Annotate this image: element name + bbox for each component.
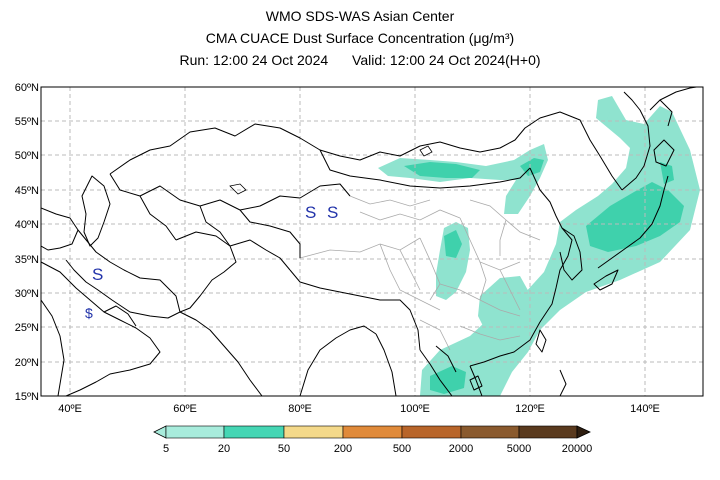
station-marker-dollar: $ <box>85 305 93 321</box>
graticule <box>41 87 703 396</box>
lat-tick-label: 25ºN <box>15 322 39 334</box>
lat-tick-label: 40ºN <box>15 219 39 231</box>
legend-swatch <box>223 425 285 439</box>
legend-swatch <box>165 425 225 439</box>
lon-axis: 40ºE 60ºE 80ºE 100ºE 120ºE 140ºE <box>58 403 660 415</box>
legend-swatch <box>342 425 403 439</box>
color-legend: 5 20 50 200 500 2000 5000 20000 <box>153 425 593 455</box>
legend-tick-label: 50 <box>278 443 290 455</box>
station-marker-s: S <box>327 203 338 222</box>
station-marker-s: S <box>305 203 316 222</box>
map-frame <box>40 86 704 397</box>
lat-tick-label: 50ºN <box>15 150 39 162</box>
legend-tick-label: 20 <box>218 443 230 455</box>
lon-tick-label: 140ºE <box>630 403 660 415</box>
lat-tick-label: 55ºN <box>15 116 39 128</box>
map-subtitle: CMA CUACE Dust Surface Concentration (μg… <box>205 30 515 46</box>
lat-tick-label: 30ºN <box>15 288 39 300</box>
lon-tick-label: 100ºE <box>400 403 430 415</box>
dust-shading-medium <box>404 158 684 394</box>
lon-tick-label: 40ºE <box>58 403 82 415</box>
legend-swatch <box>460 425 520 439</box>
lon-tick-label: 60ºE <box>173 403 197 415</box>
map-title: WMO SDS-WAS Asian Center <box>265 8 455 24</box>
lat-tick-label: 35ºN <box>15 254 39 266</box>
legend-tick-label: 200 <box>334 443 352 455</box>
legend-swatch <box>283 425 344 439</box>
legend-swatch <box>401 425 462 439</box>
lat-tick-label: 45ºN <box>15 185 39 197</box>
valid-time: Valid: 12:00 24 Oct 2024(H+0) <box>352 52 541 68</box>
country-borders <box>41 87 700 396</box>
inner-water-bodies <box>229 145 433 195</box>
dust-shading-light <box>378 96 700 396</box>
legend-tick-label: 500 <box>393 443 411 455</box>
legend-arrow-left <box>153 425 167 439</box>
legend-tick-label: 5000 <box>507 443 531 455</box>
legend-tick-label: 5 <box>163 443 169 455</box>
run-time: Run: 12:00 24 Oct 2024 <box>179 52 329 68</box>
lat-axis: 60ºN 55ºN 50ºN 45ºN 40ºN 35ºN 30ºN 25ºN … <box>15 82 39 403</box>
legend-tick-label: 20000 <box>562 443 593 455</box>
run-valid-line: Run: 12:00 24 Oct 2024 Valid: 12:00 24 O… <box>0 52 720 68</box>
china-province-borders <box>299 195 541 351</box>
station-marker-s: S <box>92 265 103 284</box>
lon-tick-label: 120ºE <box>515 403 545 415</box>
legend-arrow-right <box>576 425 591 439</box>
lat-tick-label: 15ºN <box>15 391 39 403</box>
lat-tick-label: 20ºN <box>15 357 39 369</box>
lon-tick-label: 80ºE <box>288 403 312 415</box>
lat-tick-label: 60ºN <box>15 82 39 94</box>
legend-tick-label: 2000 <box>449 443 473 455</box>
legend-swatch <box>518 425 578 439</box>
